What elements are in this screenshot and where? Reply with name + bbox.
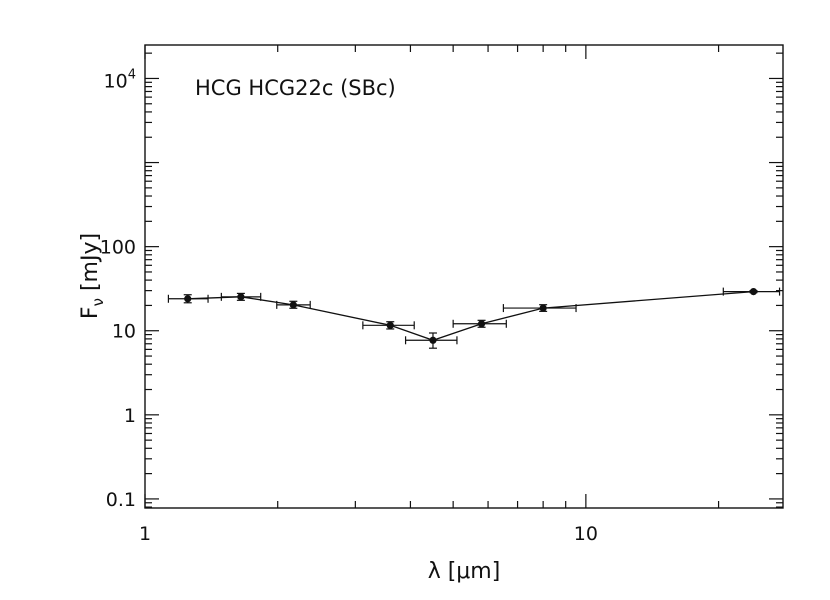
data-point: [539, 304, 547, 312]
y-axis-label: Fν [mJy]: [78, 233, 107, 319]
chart-annotation: HCG HCG22c (SBc): [195, 76, 396, 100]
data-point: [477, 320, 486, 328]
plot-frame: [144, 44, 784, 509]
y-tick-label: 0.1: [106, 489, 136, 511]
axis-ticks: [144, 45, 783, 508]
data-point: [749, 288, 758, 296]
y-tick-label: 1: [124, 405, 136, 427]
y-tick-label: 100: [100, 237, 136, 259]
y-tick-label: 10: [112, 321, 136, 343]
data-points: [184, 288, 758, 344]
data-point: [386, 321, 394, 329]
x-axis-label: λ [μm]: [428, 559, 501, 584]
data-point: [184, 295, 192, 303]
x-tick-label: 1: [139, 523, 151, 545]
y-tick-label: 104: [104, 67, 136, 92]
data-point: [289, 301, 297, 309]
series-line: [187, 290, 754, 341]
data-point: [429, 336, 437, 344]
x-tick-label: 10: [574, 523, 598, 545]
data-point: [237, 293, 245, 301]
